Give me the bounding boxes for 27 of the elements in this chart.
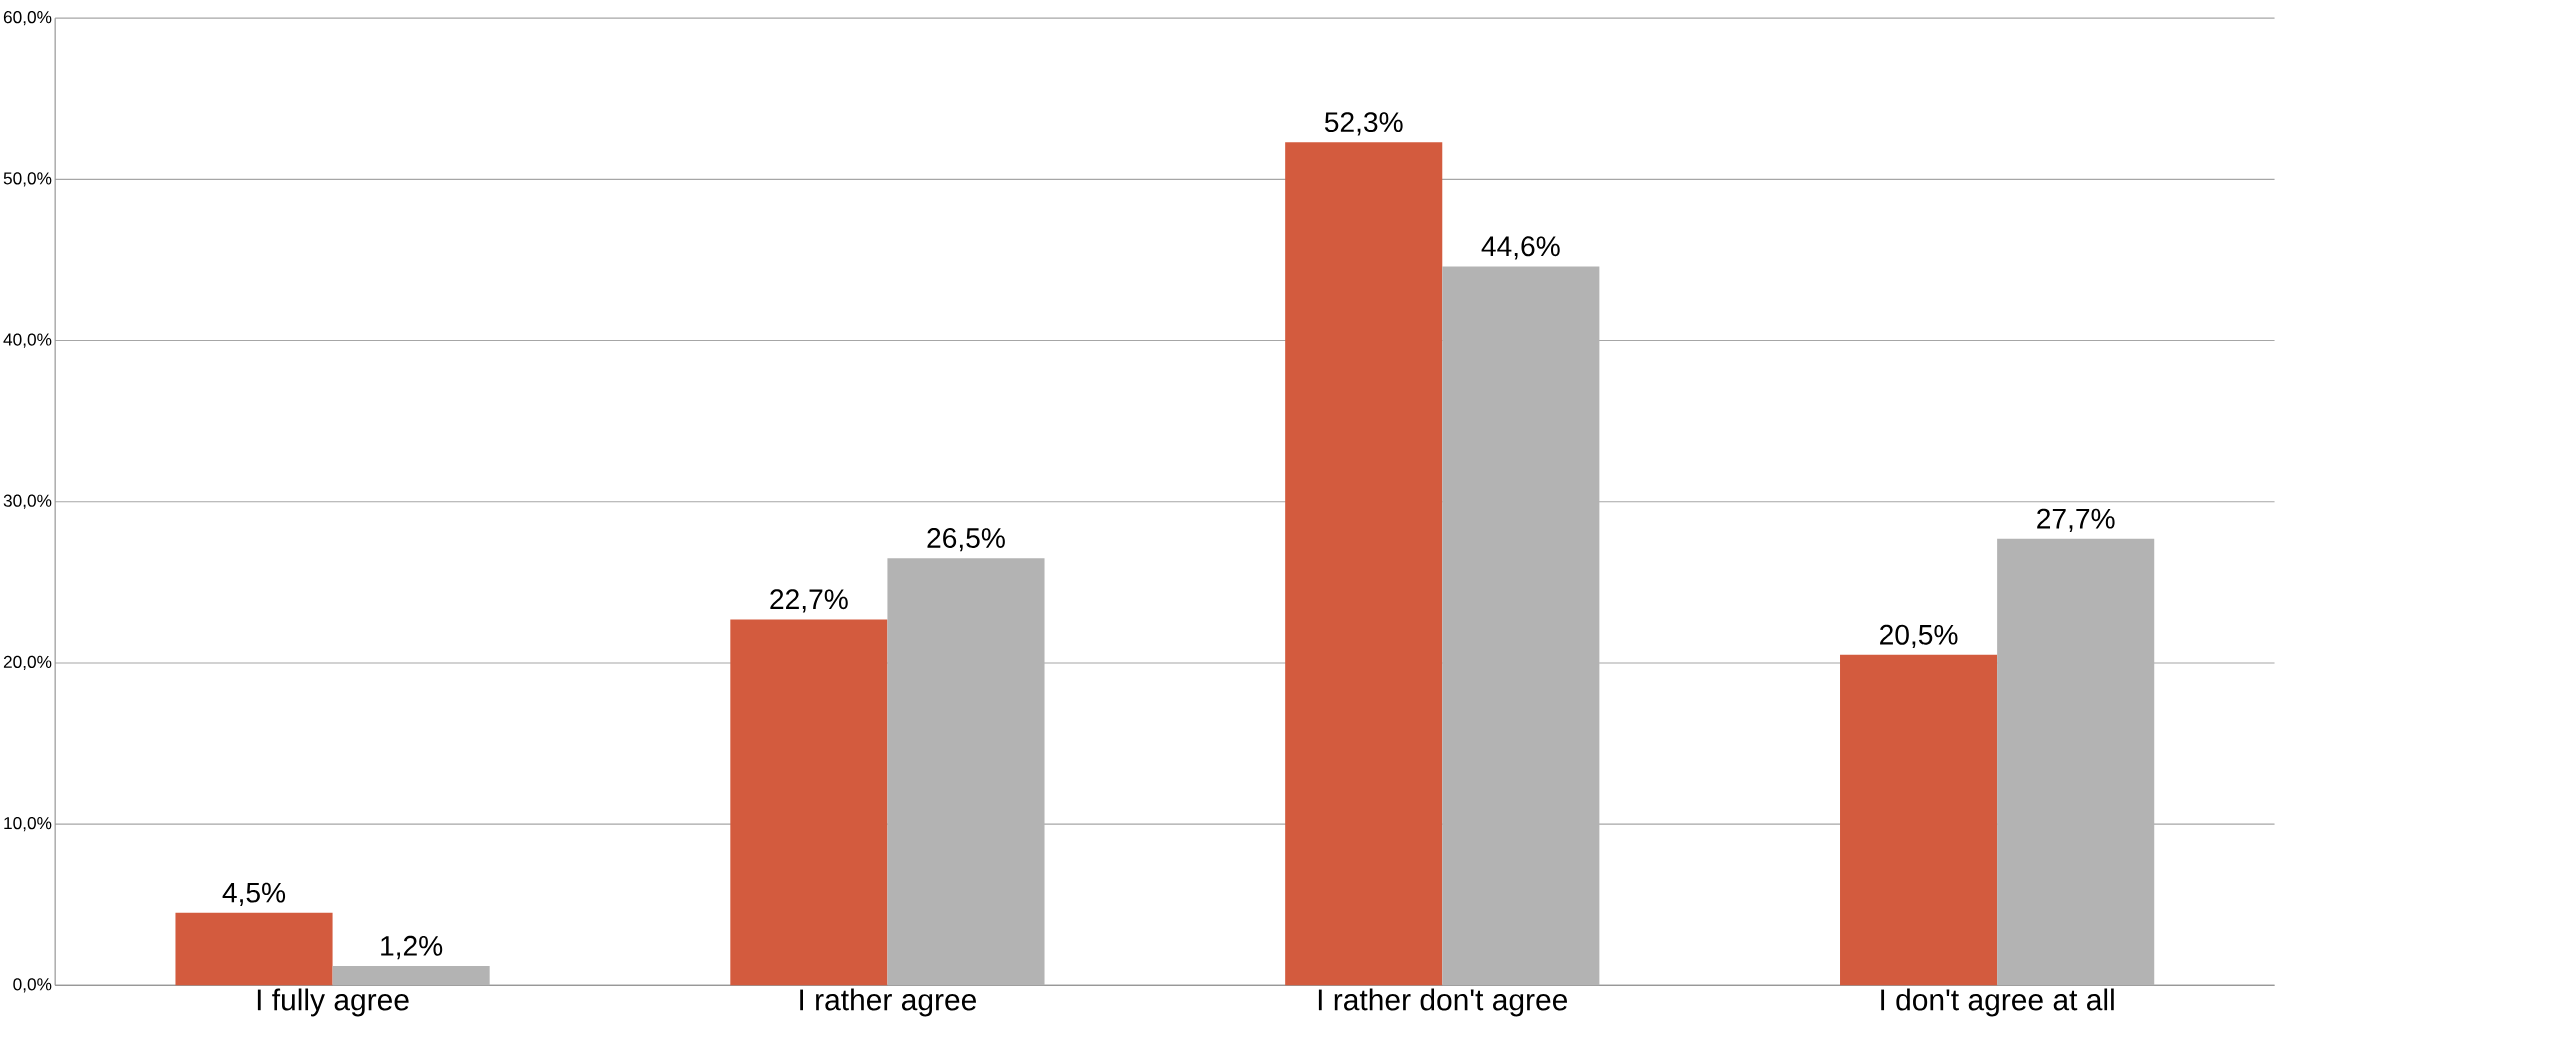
bar — [175, 912, 333, 986]
y-tick-label: 50,0% — [3, 172, 52, 187]
data-label: 20,5% — [1880, 624, 1958, 648]
x-tick-label: I rather don't agree — [1318, 988, 1568, 1017]
x-tick-label: I don't agree at all — [1881, 988, 2114, 1017]
data-label: 22,7% — [770, 589, 848, 613]
data-label: 4,5% — [222, 882, 286, 906]
y-tick-label: 20,0% — [3, 655, 52, 670]
y-tick-label: 60,0% — [3, 10, 52, 26]
y-tick-label: 0,0% — [13, 978, 52, 993]
data-label: 27,7% — [2037, 508, 2115, 532]
x-tick-label: I fully agree — [257, 988, 409, 1017]
bar — [887, 557, 1045, 986]
data-label: 26,5% — [927, 527, 1005, 552]
x-tick-label: I rather agree — [800, 988, 977, 1017]
bar — [1997, 538, 2155, 986]
bar — [332, 965, 490, 986]
bar — [1285, 142, 1443, 986]
y-tick-label: 30,0% — [3, 494, 52, 509]
bar — [730, 619, 888, 986]
data-label: 1,2% — [381, 935, 443, 959]
data-label: 52,3% — [1324, 112, 1403, 136]
data-label: 44,6% — [1481, 236, 1560, 260]
y-tick-label: 40,0% — [3, 333, 52, 348]
bar — [1442, 266, 1600, 986]
y-tick-label: 10,0% — [4, 816, 52, 832]
bar — [1840, 654, 1998, 986]
